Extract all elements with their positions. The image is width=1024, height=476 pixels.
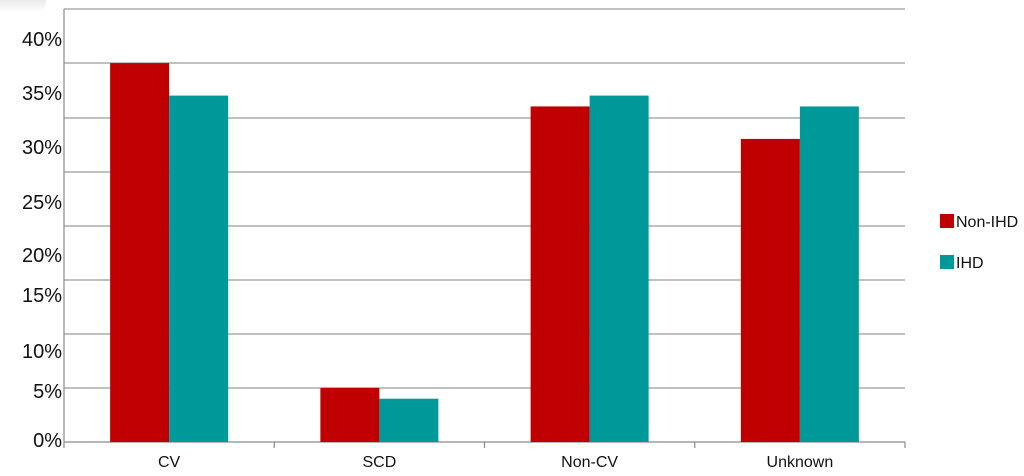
corner-artifact	[0, 0, 46, 12]
legend: Non-IHD IHD	[940, 214, 1018, 272]
x-axis-category-labels: CV SCD Non-CV Unknown	[158, 454, 833, 471]
bar-non-ihd-non-cv	[530, 106, 590, 443]
y-tick-label: 30%	[22, 137, 62, 159]
bar-ihd-non-cv	[589, 95, 649, 442]
y-tick-label: 20%	[22, 245, 62, 267]
y-tick-label: 10%	[22, 341, 62, 363]
y-tick-label: 0%	[33, 430, 62, 452]
y-tick-label: 35%	[22, 83, 62, 105]
x-category-label: Non-CV	[561, 454, 618, 471]
bar-non-ihd-unknown	[740, 138, 800, 442]
y-tick-label: 15%	[22, 285, 62, 307]
x-category-label: SCD	[362, 454, 396, 471]
bar-non-ihd-cv	[110, 63, 170, 442]
x-category-label: CV	[158, 454, 181, 471]
y-axis-tick-labels: 0% 5% 10% 15% 20% 25% 30% 35% 40%	[22, 29, 62, 452]
bar-non-ihd-scd	[320, 387, 380, 442]
legend-label: IHD	[956, 255, 984, 272]
bar-ihd-cv	[169, 95, 229, 442]
x-category-label: Unknown	[767, 454, 834, 471]
bar-ihd-unknown	[799, 106, 859, 443]
legend-swatch	[940, 255, 954, 269]
y-tick-label: 5%	[33, 381, 62, 403]
y-tick-label: 40%	[22, 29, 62, 51]
bars	[110, 63, 859, 443]
legend-swatch	[940, 214, 954, 228]
bar-ihd-scd	[379, 398, 439, 442]
y-tick-label: 25%	[22, 192, 62, 214]
legend-label: Non-IHD	[956, 214, 1018, 231]
